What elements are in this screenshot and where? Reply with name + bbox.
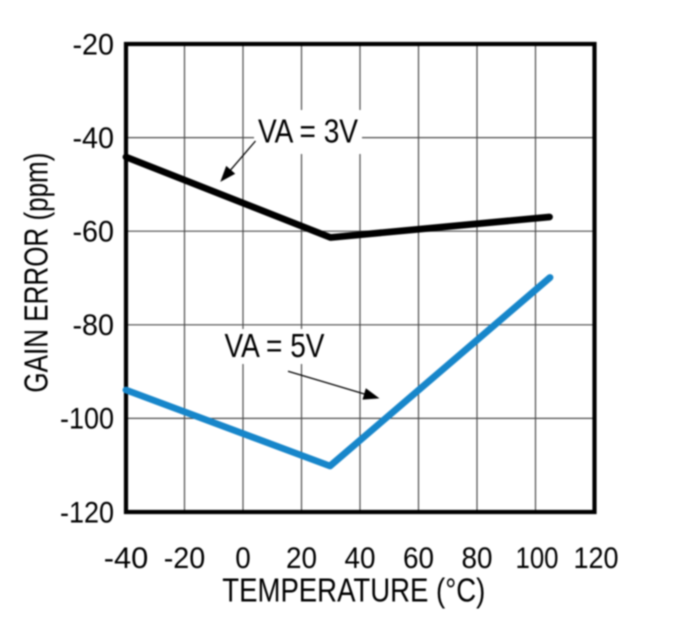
svg-text:60: 60: [403, 542, 434, 575]
svg-text:0: 0: [235, 542, 251, 575]
svg-text:80: 80: [462, 542, 493, 575]
svg-text:-20: -20: [164, 542, 206, 575]
svg-text:GAIN ERROR (ppm): GAIN ERROR (ppm): [18, 153, 55, 393]
svg-text:-100: -100: [60, 403, 114, 436]
svg-text:120: 120: [574, 542, 619, 575]
svg-text:100: 100: [516, 542, 559, 575]
svg-text:-40: -40: [104, 542, 149, 575]
svg-text:TEMPERATURE (°C): TEMPERATURE (°C): [222, 572, 485, 609]
svg-text:20: 20: [286, 542, 317, 575]
svg-text:-60: -60: [73, 216, 115, 249]
svg-text:VA = 3V: VA = 3V: [258, 113, 358, 150]
svg-text:-80: -80: [73, 309, 115, 342]
svg-text:-20: -20: [73, 28, 115, 61]
svg-text:-40: -40: [73, 122, 115, 155]
svg-text:-120: -120: [60, 496, 114, 529]
svg-text:40: 40: [345, 542, 376, 575]
svg-text:VA = 5V: VA = 5V: [225, 327, 325, 364]
